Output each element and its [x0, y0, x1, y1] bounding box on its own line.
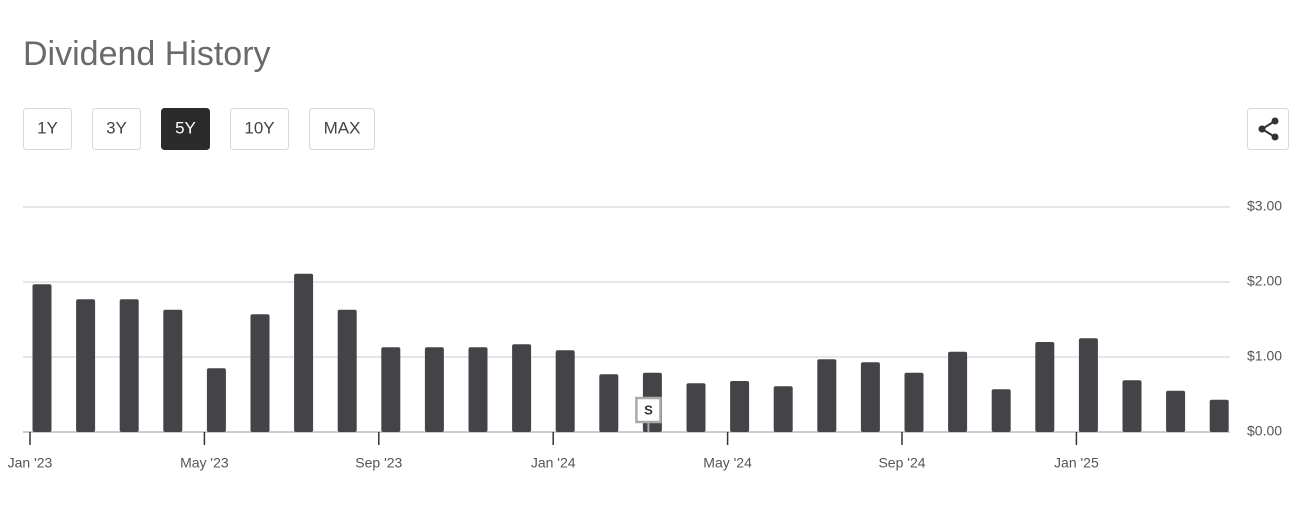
- bar: [381, 347, 401, 432]
- bar: [337, 309, 357, 432]
- bar: [599, 374, 619, 432]
- bar: [119, 299, 139, 432]
- range-button[interactable]: 1Y: [23, 108, 72, 150]
- bar: [1122, 380, 1142, 432]
- range-button-bg: [23, 108, 72, 150]
- bar: [730, 381, 750, 432]
- range-button[interactable]: MAX: [309, 108, 375, 150]
- bar: [1078, 338, 1098, 432]
- bar: [948, 351, 968, 432]
- bar: [424, 347, 444, 432]
- bar: [512, 344, 532, 432]
- range-button-label: MAX: [324, 118, 361, 137]
- share-button[interactable]: [1247, 108, 1289, 150]
- x-tick-label: Jan '24: [531, 455, 576, 471]
- range-button-label: 10Y: [244, 118, 274, 137]
- bar: [904, 372, 924, 432]
- y-tick-label: $1.00: [1247, 348, 1282, 364]
- bar: [163, 309, 183, 432]
- bar: [294, 273, 314, 432]
- y-tick-label: $3.00: [1247, 198, 1282, 214]
- range-button[interactable]: 3Y: [92, 108, 141, 150]
- bar: [468, 347, 488, 432]
- range-button-bg: [92, 108, 141, 150]
- bar: [250, 314, 270, 432]
- x-tick-label: May '24: [703, 455, 752, 471]
- y-tick-label: $2.00: [1247, 273, 1282, 289]
- bar: [555, 350, 575, 432]
- bar: [817, 359, 837, 432]
- range-button-bg: [230, 108, 289, 150]
- x-tick-label: Jan '23: [8, 455, 53, 471]
- range-button[interactable]: 5Y: [161, 108, 210, 150]
- range-button-bg: [161, 108, 210, 150]
- bar: [206, 368, 226, 432]
- bar: [991, 389, 1011, 432]
- bar: [1209, 399, 1229, 432]
- bar: [686, 383, 706, 432]
- bar: [1035, 342, 1055, 432]
- x-tick-label: May '23: [180, 455, 229, 471]
- split-marker-box: [635, 396, 662, 424]
- range-button-label: 5Y: [175, 118, 196, 137]
- title: Dividend History: [23, 35, 271, 73]
- bar: [1166, 390, 1186, 432]
- x-tick-label: Sep '24: [878, 455, 925, 471]
- x-tick-label: Sep '23: [355, 455, 402, 471]
- split-marker[interactable]: S: [635, 396, 662, 432]
- bar: [773, 386, 793, 432]
- range-button[interactable]: 10Y: [230, 108, 289, 150]
- split-marker-label: S: [644, 402, 653, 417]
- range-button-label: 1Y: [37, 118, 58, 137]
- bar: [32, 284, 52, 432]
- bar: [76, 299, 96, 432]
- y-tick-label: $0.00: [1247, 423, 1282, 439]
- range-button-bg: [309, 108, 375, 150]
- bar: [860, 362, 880, 432]
- x-tick-label: Jan '25: [1054, 455, 1099, 471]
- range-button-label: 3Y: [106, 118, 127, 137]
